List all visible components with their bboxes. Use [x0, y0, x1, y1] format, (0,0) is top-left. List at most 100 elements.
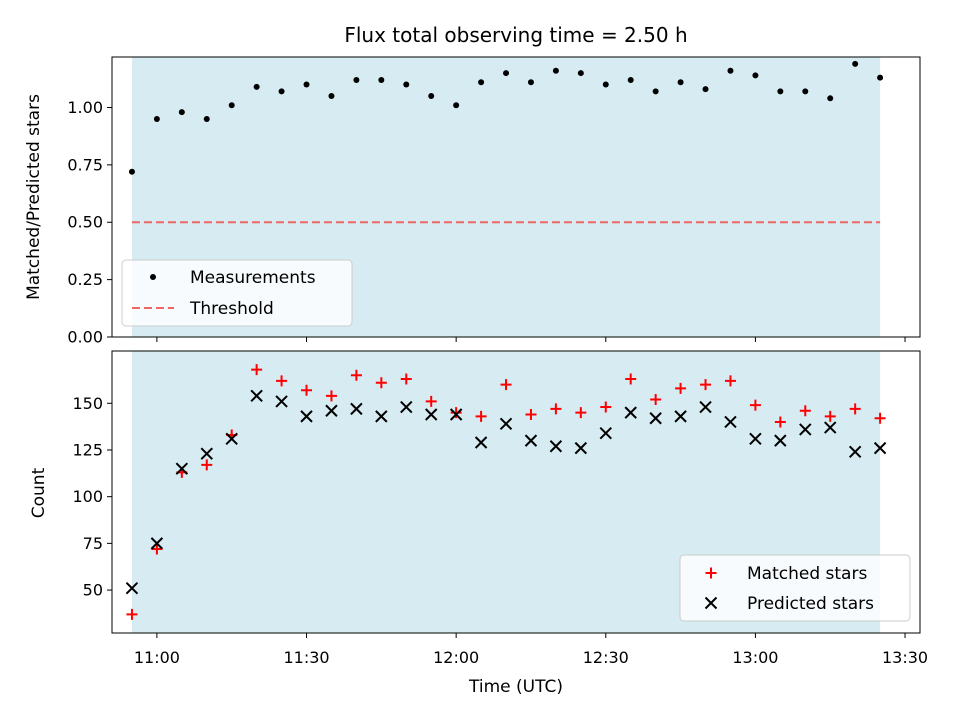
matched-stars-point — [375, 377, 387, 389]
matched-stars-point — [575, 407, 587, 419]
matched-stars-point — [251, 364, 263, 376]
predicted-stars-point — [749, 432, 762, 445]
x-tick-label: 12:00 — [433, 648, 479, 667]
legend-label: Predicted stars — [747, 594, 874, 614]
measurement-point — [478, 79, 485, 86]
predicted-stars-point — [325, 404, 338, 417]
top-panel: 0.00 0.25 0.50 0.75 1.00 Measurements Threshol… — [67, 56, 921, 347]
y-tick-label: 0.00 — [67, 328, 103, 347]
measurement-point — [652, 88, 659, 95]
x-tick-label: 13:30 — [882, 648, 928, 667]
measurement-point — [602, 81, 609, 88]
plot-frame — [111, 56, 921, 338]
predicted-stars-point — [449, 408, 463, 421]
plot-frame — [111, 350, 921, 634]
measurement-point — [802, 88, 809, 95]
matched-stars-point — [600, 401, 612, 413]
y-tick-label: 100 — [72, 487, 103, 506]
measurement-point — [353, 76, 360, 83]
matched-stars-point — [525, 408, 537, 420]
predicted-stars-point — [624, 406, 637, 419]
measurement-point — [453, 102, 460, 109]
matched-stars-point — [749, 399, 761, 411]
matched-stars-point — [849, 403, 861, 415]
predicted-stars-point — [250, 389, 263, 403]
legend-label: Matched stars — [747, 564, 867, 584]
predicted-stars-point — [400, 400, 413, 414]
predicted-stars-point — [375, 410, 388, 423]
predicted-stars-point — [425, 408, 438, 421]
y-tick-label: 125 — [72, 440, 103, 459]
measurement-point — [827, 95, 834, 102]
predicted-stars-point — [175, 462, 189, 475]
y-tick-label: 150 — [72, 394, 103, 413]
bottom-y-axis-label: Count — [29, 467, 49, 518]
measurement-point — [278, 88, 285, 95]
measurement-point — [577, 70, 584, 77]
predicted-stars-point — [574, 441, 588, 455]
predicted-stars-point — [275, 395, 288, 408]
measurement-point — [178, 109, 185, 116]
x-tick-label: 13:00 — [732, 648, 778, 667]
predicted-stars-point — [350, 402, 363, 416]
matched-stars-point — [475, 410, 487, 422]
predicted-stars-point — [524, 434, 538, 447]
matched-stars-point — [201, 459, 213, 471]
matched-stars-point — [625, 373, 637, 385]
measurement-point — [527, 79, 534, 86]
matched-stars-point — [874, 412, 886, 424]
measurement-point — [677, 79, 684, 86]
predicted-stars-point — [499, 417, 513, 431]
predicted-stars-point — [774, 434, 787, 447]
measurement-point — [877, 74, 884, 81]
matched-stars-point — [500, 379, 512, 391]
x-tick-label: 12:30 — [583, 648, 629, 667]
legend-box — [679, 554, 911, 622]
matched-stars-point — [325, 390, 337, 402]
x-tick-label: 11:00 — [134, 648, 180, 667]
matched-stars-point — [824, 410, 836, 422]
measurement-point — [852, 60, 859, 67]
legend-measurement-marker — [150, 274, 156, 280]
bottom-panel: 50 75 100 125 150 11:00 11:30 12:00 12:30 13:00 13… — [72, 350, 928, 667]
matched-stars-point — [550, 403, 562, 415]
matched-stars-point — [450, 407, 462, 419]
predicted-stars-point — [724, 415, 737, 429]
matched-stars-point — [301, 384, 313, 396]
measurement-point — [702, 86, 709, 93]
measurement-point — [727, 67, 734, 74]
measurement-point — [153, 115, 160, 122]
measurement-point — [253, 83, 260, 90]
matched-stars-point — [675, 382, 687, 394]
legend-matched-marker — [705, 567, 717, 579]
legend-label: Measurements — [190, 268, 316, 288]
measurement-point — [428, 93, 435, 100]
matched-stars-point — [276, 375, 288, 387]
y-tick-label: 50 — [83, 581, 103, 600]
measurement-point — [328, 93, 335, 100]
matched-stars-point — [425, 395, 437, 407]
predicted-stars-point — [824, 421, 837, 434]
y-tick-label: 0.50 — [67, 213, 103, 232]
matched-stars-point — [774, 416, 786, 428]
measurement-point — [777, 88, 784, 95]
y-tick-label: 1.00 — [67, 98, 103, 117]
legend-label: Threshold — [189, 299, 274, 319]
matched-stars-point — [700, 379, 712, 391]
y-tick-label: 0.75 — [67, 155, 103, 174]
measurement-point — [627, 76, 634, 83]
matched-stars-point — [400, 373, 412, 385]
legend-box — [121, 259, 353, 327]
measurement-point — [403, 81, 410, 88]
measurement-point — [503, 70, 510, 77]
predicted-stars-point — [674, 410, 687, 423]
predicted-stars-point — [799, 423, 812, 436]
predicted-stars-point — [200, 447, 213, 460]
legend-predicted-marker — [704, 596, 718, 610]
measurement-point — [128, 168, 135, 175]
matched-stars-point — [151, 543, 163, 555]
measurement-point — [228, 102, 235, 109]
predicted-stars-point — [225, 432, 238, 445]
matched-stars-point — [724, 375, 736, 387]
